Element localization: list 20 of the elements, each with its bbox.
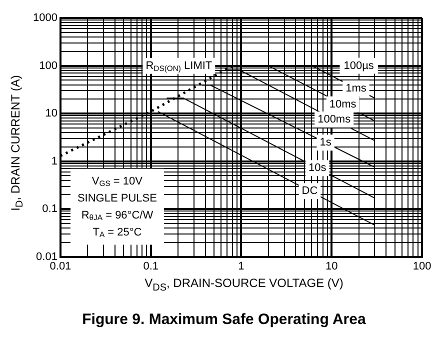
series-label: 1s (320, 136, 332, 149)
x-tick-label: 1 (238, 260, 244, 272)
x-tick-label: 10 (325, 260, 338, 272)
series-label: 10s (308, 162, 327, 174)
x-tick-label: 0.1 (143, 260, 158, 272)
y-tick-label: 0.1 (42, 203, 58, 216)
series-label: 10ms (329, 98, 357, 110)
y-tick-label: 100 (39, 60, 58, 72)
annotation: 100µs (344, 60, 374, 72)
text: Figure 9. Maximum Safe Operating Area (81, 311, 367, 328)
series-label: DC (302, 185, 318, 198)
series-label: 1ms (346, 82, 367, 94)
y-tick-label: 1000 (32, 12, 58, 24)
x-axis-title: V$_{DS}$, DRAIN-SOURCE VOLTAGE (V) (144, 276, 344, 294)
y-tick-label: 1 (51, 155, 58, 168)
y-tick-label: 10 (45, 108, 58, 120)
series-label: 100ms (318, 113, 352, 126)
annotation: SINGLE PULSE (77, 192, 157, 204)
x-tick-label: 100 (412, 260, 432, 272)
y-tick-label: 0.01 (36, 250, 58, 263)
